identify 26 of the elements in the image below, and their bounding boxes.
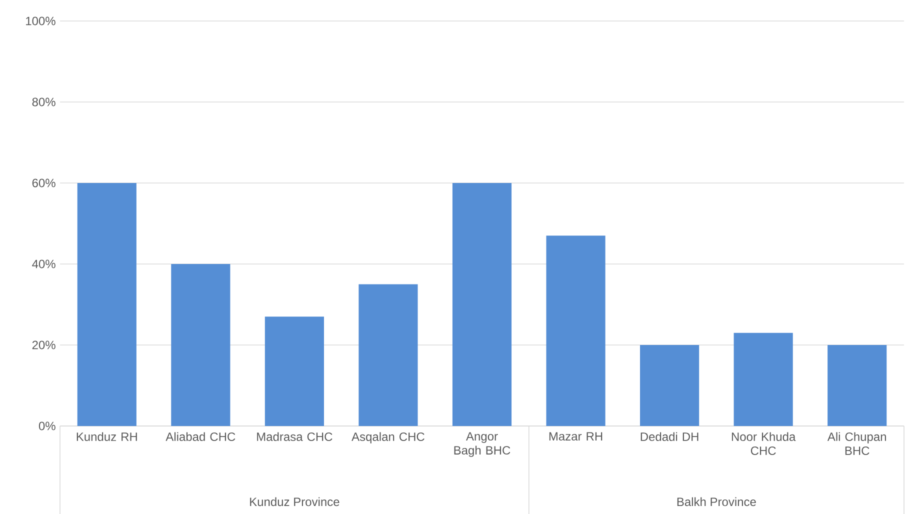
bar [828,344,887,426]
bar [734,332,793,426]
x-tick-label: Mazar RH [549,432,602,441]
y-tick-label: 80% [32,98,56,106]
bar [171,264,230,426]
x-tick-label: Angor Bagh BHC [454,432,510,457]
text: Balkh Province [677,497,756,506]
bar [358,284,418,426]
y-tick-label: 40% [32,260,56,268]
x-tick-label: Aliabad CHC [166,432,236,441]
y-tick-label: 0% [38,422,56,430]
y-tick-label: 60% [32,178,56,188]
bar [77,182,136,426]
text: Kunduz Province [250,497,340,506]
x-tick-label: Dedadi DH [640,432,698,441]
bar [640,344,700,426]
x-tick-label: Kunduz RH [76,432,137,441]
y-tick-label: 100% [26,16,56,26]
x-tick-label: Asqalan CHC [352,432,424,444]
x-tick-label: Noor Khuda CHC [732,432,796,455]
bar [264,316,324,426]
y-tick-label: 20% [32,340,56,350]
bar [452,182,512,426]
bar [546,236,606,426]
x-tick-label: Ali Chupan BHC [827,432,886,455]
x-tick-label: Madrasa CHC [257,432,332,441]
